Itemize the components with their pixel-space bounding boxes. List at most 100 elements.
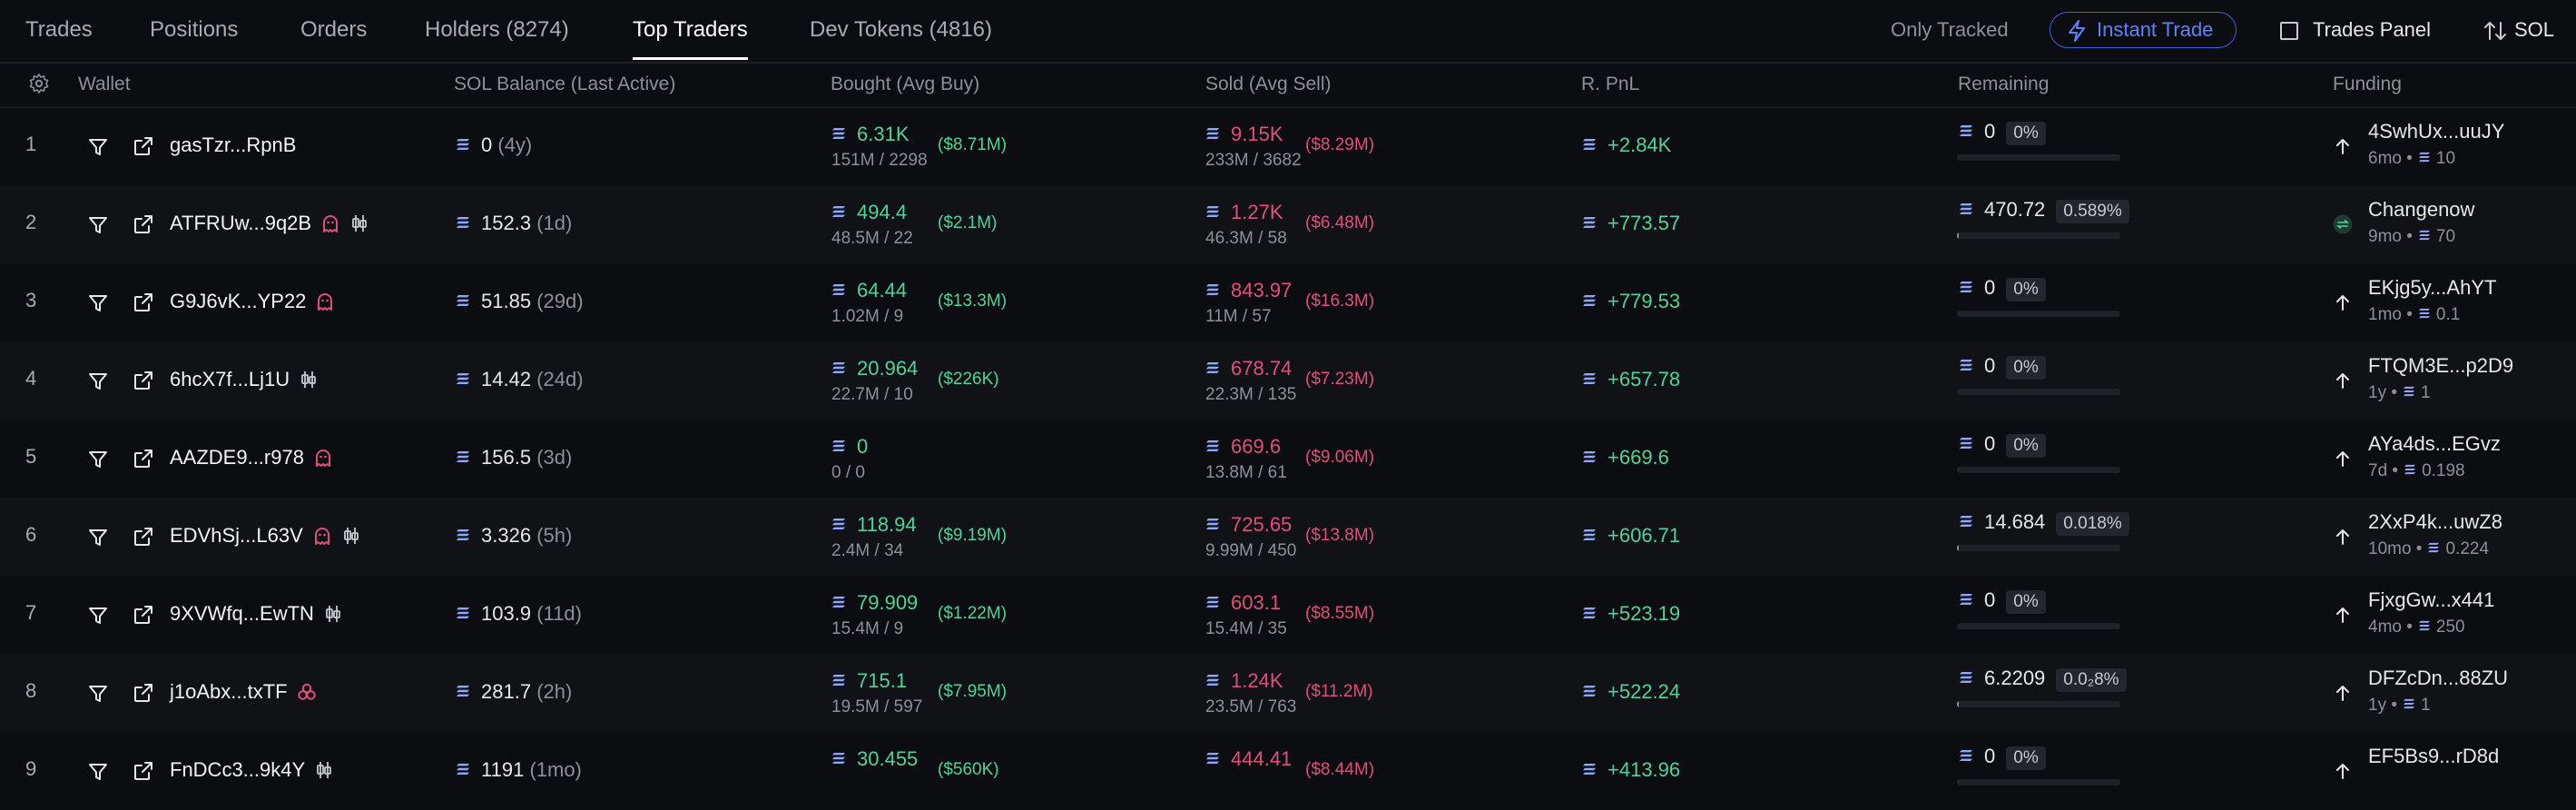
rank: 4 [25,367,37,390]
bought-amount: 79.909 [831,591,918,615]
table-row[interactable]: 3 G9J6vK...YP22 51.85 (29d) 64.44 1.02M / 9 (… [0,263,2576,341]
rank: 6 [25,523,37,546]
tab-trades[interactable]: Trades [25,17,93,42]
tab-dev-tokens[interactable]: Dev Tokens (4816) [810,17,992,42]
wallet-address[interactable]: 6hcX7f...Lj1U [170,368,319,391]
bought-detail: 0 / 0 [831,463,865,482]
sold-amount: 669.6 [1205,435,1281,459]
table-row[interactable]: 4 6hcX7f...Lj1U 14.42 (24d) 20.964 22.7M / 1… [0,341,2576,420]
funding-source[interactable]: 2XxP4k...uwZ8 [2368,510,2502,533]
sold-value: 669.6 [1231,435,1282,458]
gear-icon[interactable] [28,73,50,94]
sold-detail: 13.8M / 61 [1205,463,1287,482]
col-funding[interactable]: Funding [2333,74,2402,94]
col-remaining[interactable]: Remaining [1958,74,2050,94]
wallet-label: 9XVWfq...EwTN [170,602,314,625]
bought-amount: 6.31K [831,123,909,146]
sold-value: 1.27K [1231,201,1283,223]
table-row[interactable]: 7 9XVWfq...EwTN 103.9 (11d) 79.909 15.4M / 9… [0,576,2576,654]
tab-holders[interactable]: Holders (8274) [425,17,569,42]
remaining-percent-badge: 0% [2006,746,2046,770]
wallet-address[interactable]: AAZDE9...r978 [170,446,333,469]
sol-balance: 103.9 (11d) [456,602,582,626]
sold-amount: 678.74 [1205,357,1292,380]
wallet-address[interactable]: G9J6vK...YP22 [170,290,335,313]
table-row[interactable]: 8 j1oAbx...txTF 281.7 (2h) 715.1 19.5M / 597… [0,654,2576,732]
sol-balance: 1191 (1mo) [456,758,582,782]
lightning-icon [2069,20,2085,42]
sol-icon [832,753,845,764]
col-balance[interactable]: SOL Balance (Last Active) [454,74,676,94]
bought-amount: 494.4 [831,201,907,224]
funding-source[interactable]: Changenow [2368,198,2475,221]
sol-balance: 0 (4y) [456,133,532,157]
remaining-progress-bar [1957,779,2120,785]
remaining-value: 0 [1984,276,1996,299]
external-link-icon[interactable] [133,370,154,391]
only-tracked-toggle[interactable]: Only Tracked [1891,18,2009,41]
sol-icon [1583,451,1596,462]
external-link-icon[interactable] [133,291,154,313]
sol-icon [2404,386,2415,397]
wallet-address[interactable]: FnDCc3...9k4Y [170,758,334,782]
rank: 2 [25,211,37,233]
filter-icon[interactable] [87,761,109,783]
instant-trade-button[interactable]: Instant Trade [2050,12,2237,48]
realized-pnl: +522.24 [1582,680,1680,704]
funding-source[interactable]: EF5Bs9...rD8d [2368,745,2500,767]
sold-amount: 603.1 [1205,591,1281,615]
wallet-address[interactable]: EDVhSj...L63V [170,524,361,548]
tab-positions[interactable]: Positions [150,17,239,42]
funding-source[interactable]: AYa4ds...EGvz [2368,432,2501,455]
table-row[interactable]: 6 EDVhSj...L63V 3.326 (5h) 118.94 2.4M / 34 (… [0,498,2576,576]
ghost-icon [323,215,339,232]
sol-icon [1206,128,1219,139]
table-row[interactable]: 9 FnDCc3...9k4Y 1191 (1mo) 30.455 ($560K) 444… [0,732,2576,810]
tab-orders[interactable]: Orders [300,17,368,42]
table-row[interactable]: 1 gasTzr...RpnB 0 (4y) 6.31K 151M / 2298 ($8.… [0,107,2576,185]
col-pnl[interactable]: R. PnL [1581,74,1640,94]
external-link-icon[interactable] [133,760,154,782]
funding-age: 7d [2368,461,2388,480]
filter-icon[interactable] [87,292,109,314]
sol-icon [2428,542,2440,553]
sold-amount: 725.65 [1205,513,1292,537]
col-sold[interactable]: Sold (Avg Sell) [1205,74,1332,94]
filter-icon[interactable] [87,214,109,236]
funding-source[interactable]: FjxgGw...x441 [2368,588,2495,611]
bought-value: 118.94 [857,513,917,536]
filter-icon[interactable] [87,527,109,548]
funding-amount: 250 [2435,617,2465,637]
col-bought[interactable]: Bought (Avg Buy) [831,74,980,94]
funding-source[interactable]: DFZcDn...88ZU [2368,667,2509,689]
wallet-address[interactable]: j1oAbx...txTF [170,680,317,704]
sol-icon [457,529,469,540]
filter-icon[interactable] [87,605,109,627]
candles-icon [326,606,340,622]
funding-source[interactable]: EKjg5y...AhYT [2368,276,2497,299]
filter-icon[interactable] [87,449,109,470]
filter-icon[interactable] [87,370,109,392]
filter-icon[interactable] [87,683,109,705]
wallet-address[interactable]: ATFRUw...9q2B [170,212,369,235]
avg-buy: ($560K) [938,760,999,779]
external-link-icon[interactable] [133,135,154,157]
avg-sell: ($8.44M) [1305,760,1375,779]
pnl-value: +413.96 [1608,758,1681,781]
wallet-address[interactable]: gasTzr...RpnB [170,133,296,157]
wallet-address[interactable]: 9XVWfq...EwTN [170,602,343,626]
external-link-icon[interactable] [133,213,154,235]
external-link-icon[interactable] [133,526,154,548]
pnl-value: +523.19 [1608,602,1681,625]
tab-top-traders[interactable]: Top Traders [633,0,748,60]
table-row[interactable]: 5 AAZDE9...r978 156.5 (3d) 0 0 / 0 669.6 13.8M… [0,420,2576,498]
external-link-icon[interactable] [133,448,154,469]
external-link-icon[interactable] [133,682,154,704]
sold-value: 678.74 [1231,357,1293,380]
funding-source[interactable]: FTQM3E...p2D9 [2368,354,2514,377]
funding-source[interactable]: 4SwhUx...uuJY [2368,120,2505,143]
remaining-amount: 470.72 0.589% [1959,198,2129,223]
table-row[interactable]: 2 ATFRUw...9q2B 152.3 (1d) 494.4 48.5M / 22 (… [0,185,2576,263]
external-link-icon[interactable] [133,604,154,626]
filter-icon[interactable] [87,136,109,158]
